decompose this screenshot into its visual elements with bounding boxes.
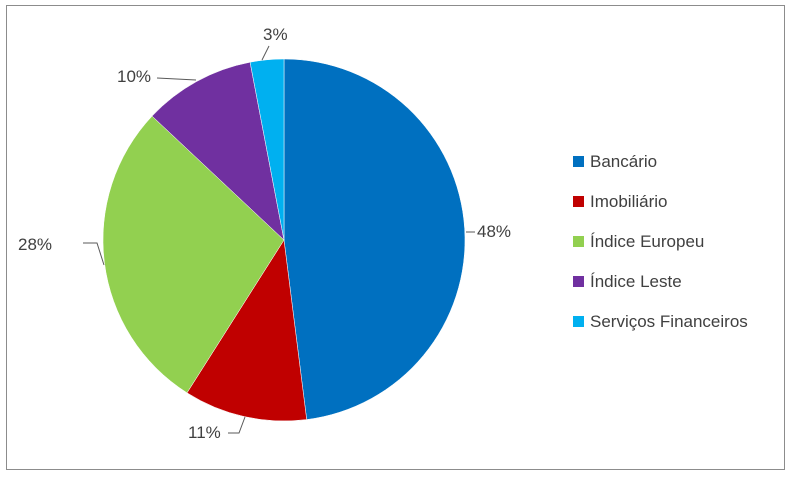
legend-label-4: Índice Leste: [590, 272, 682, 291]
legend-label-5: Serviços Financeiros: [590, 312, 748, 331]
pie-slice-3: [102, 115, 285, 394]
leader-line-3: [83, 242, 105, 266]
legend-swatch-2: [573, 196, 584, 207]
leader-line-4: [156, 77, 197, 81]
legend-swatch-5: [573, 316, 584, 327]
pie-slices: [102, 58, 466, 422]
legend-swatch-4: [573, 276, 584, 287]
data-label-5: 3%: [263, 25, 288, 44]
leader-line-5: [261, 45, 270, 61]
legend-swatch-3: [573, 236, 584, 247]
legend-label-1: Bancário: [590, 152, 657, 171]
legend-label-2: Imobiliário: [590, 192, 667, 211]
pie-slice-4: [151, 61, 285, 241]
leader-lines: [83, 45, 475, 434]
legend-swatch-1: [573, 156, 584, 167]
pie-slice-5: [249, 58, 285, 241]
data-label-1: 48%: [477, 222, 511, 241]
pie-slice-1: [283, 58, 466, 420]
legend: Bancário Imobiliário Índice Europeu Índice …: [573, 152, 748, 331]
data-labels: 48% 11% 28% 10% 3%: [18, 25, 511, 442]
data-label-3: 28%: [18, 235, 52, 254]
leader-line-2: [228, 416, 246, 434]
data-label-4: 10%: [117, 67, 151, 86]
legend-label-3: Índice Europeu: [590, 232, 704, 251]
pie-slice-2: [186, 239, 307, 422]
data-label-2: 11%: [188, 423, 221, 442]
